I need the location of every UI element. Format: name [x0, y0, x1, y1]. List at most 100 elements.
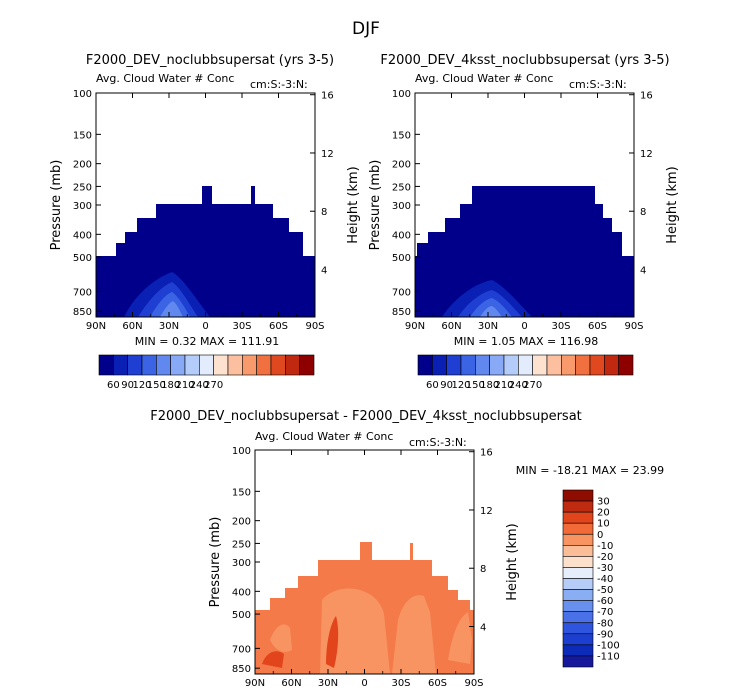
colorbar-swatch: [256, 354, 272, 376]
y-tick-label: 150: [232, 487, 251, 498]
colorbar-label: -50: [597, 585, 613, 596]
panel-a-stats: MIN = 0.32 MAX = 111.91: [135, 335, 279, 348]
colorbar-swatch: [518, 354, 533, 376]
y-tick-label: 850: [232, 664, 251, 675]
y-tick-label: 500: [232, 610, 251, 621]
colorbar-swatch: [562, 511, 594, 524]
y-tick-label: 400: [232, 587, 251, 598]
colorbar-label: 150: [147, 380, 166, 391]
y2-axis-label: Height (km): [665, 166, 680, 243]
x-tick-label: 0: [361, 678, 367, 689]
x-tick-label: 90N: [405, 321, 425, 332]
y-tick-label: 250: [392, 182, 411, 193]
y2-tick-label: 8: [321, 207, 327, 218]
colorbar-swatch: [432, 354, 447, 376]
y-tick-label: 100: [232, 446, 251, 457]
colorbar-label: 0: [597, 530, 603, 541]
colorbar-swatch: [589, 354, 605, 376]
y-tick-label: 500: [392, 253, 411, 264]
colorbar-label: -110: [597, 651, 620, 662]
colorbar-label: -70: [597, 607, 613, 618]
x-tick-label: 60N: [441, 321, 461, 332]
colorbar-swatch: [503, 354, 519, 376]
x-tick-label: 30N: [318, 678, 338, 689]
colorbar-swatch: [562, 578, 594, 590]
colorbar-label: 10: [597, 519, 610, 530]
panel-b-contour-4: [480, 306, 502, 317]
panel-a: F2000_DEV_noclubbsupersat (yrs 3-5) Avg.…: [49, 53, 361, 391]
y2-tick-label: 12: [321, 149, 334, 160]
colorbar-swatch: [141, 354, 157, 376]
colorbar-swatch: [98, 354, 114, 376]
panel-c-units-note: cm:S:-3:N:: [409, 436, 467, 449]
colorbar-swatch: [562, 533, 594, 546]
colorbar-swatch: [475, 354, 490, 376]
panel-b-subtitle: Avg. Cloud Water # Conc: [415, 72, 553, 85]
colorbar-label: -100: [597, 640, 620, 651]
colorbar-swatch: [562, 622, 594, 635]
colorbar-label: 120: [132, 380, 151, 391]
y-tick-label: 400: [73, 230, 92, 241]
colorbar-swatch: [562, 644, 594, 657]
x-tick-label: 90S: [624, 321, 643, 332]
y-tick-label: 700: [232, 644, 251, 655]
y2-tick-label: 16: [480, 448, 493, 459]
y2-tick-label: 12: [480, 506, 493, 517]
colorbar-swatch: [562, 556, 594, 568]
colorbar-swatch: [446, 354, 462, 376]
y-tick-label: 250: [73, 182, 92, 193]
x-tick-label: 30S: [391, 678, 410, 689]
y-tick-label: 150: [73, 130, 92, 141]
colorbar-label: 180: [161, 380, 180, 391]
panel-c-contour-3: [448, 612, 472, 664]
colorbar-swatch: [562, 489, 594, 502]
y-tick-label: 200: [232, 517, 251, 528]
y-tick-label: 700: [73, 287, 92, 298]
y-tick-label: 400: [392, 230, 411, 241]
colorbar-label: 120: [451, 380, 470, 391]
colorbar-swatch: [562, 655, 594, 668]
y-tick-label: 150: [392, 130, 411, 141]
colorbar-label: -10: [597, 541, 613, 552]
panel-a-title: F2000_DEV_noclubbsupersat (yrs 3-5): [86, 53, 334, 68]
colorbar-swatch: [604, 354, 619, 376]
y-tick-label: 250: [232, 539, 251, 550]
colorbar-label: 60: [107, 380, 120, 391]
colorbar-label: 210: [494, 380, 513, 391]
colorbar-swatch: [184, 354, 200, 376]
colorbar-swatch: [299, 354, 315, 376]
y2-tick-label: 8: [480, 564, 486, 575]
panel-c-stats: MIN = -18.21 MAX = 23.99: [516, 464, 664, 477]
y-tick-label: 200: [392, 160, 411, 171]
colorbar-swatch: [417, 354, 433, 376]
y-axis-label: Pressure (mb): [49, 160, 64, 251]
colorbar-swatch: [618, 354, 634, 376]
colorbar-swatch: [562, 633, 594, 646]
colorbar-swatch: [156, 354, 171, 376]
y-tick-label: 300: [392, 201, 411, 212]
panel-b-field: [415, 186, 634, 317]
colorbar-swatch: [575, 354, 591, 376]
panel-c-contour-2: [392, 595, 436, 674]
y2-tick-label: 16: [640, 91, 653, 102]
colorbar-swatch: [285, 354, 300, 376]
colorbar-label: 150: [466, 380, 485, 391]
colorbar-label: 270: [204, 380, 223, 391]
colorbar-swatch: [227, 354, 243, 376]
y2-axis-label: Height (km): [505, 523, 520, 600]
colorbar-swatch: [561, 354, 576, 376]
colorbar-swatch: [562, 600, 594, 612]
colorbar-swatch: [242, 354, 257, 376]
y-axis-label: Pressure (mb): [368, 160, 383, 251]
y2-tick-label: 12: [640, 149, 653, 160]
colorbar-swatch: [270, 354, 286, 376]
colorbar-label: 60: [426, 380, 439, 391]
colorbar-label: 90: [121, 380, 134, 391]
colorbar-label: -80: [597, 618, 613, 629]
panel-b-units-note: cm:S:-3:N:: [569, 78, 627, 91]
x-tick-label: 90S: [464, 678, 483, 689]
colorbar-label: 20: [597, 508, 610, 519]
panel-b-axes: 90N 60N 30N 0 30S 60S 90S 100 150 200 250 300 400 500…: [368, 89, 680, 332]
panel-b-title: F2000_DEV_4ksst_noclubbsupersat (yrs 3-5…: [380, 53, 669, 68]
